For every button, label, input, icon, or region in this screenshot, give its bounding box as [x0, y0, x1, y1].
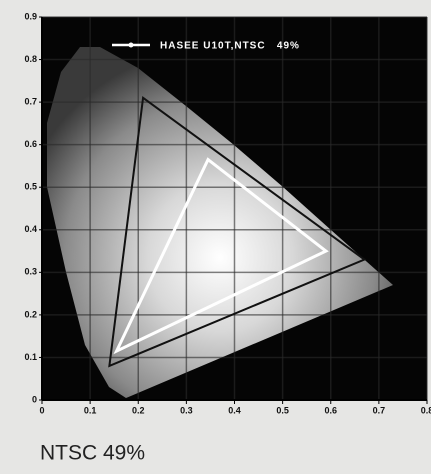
y-tick-label: 0 — [32, 394, 37, 404]
y-tick-label: 0.9 — [24, 11, 37, 21]
gamut-triangle — [113, 157, 329, 355]
x-tick-label: 0.4 — [228, 405, 241, 415]
y-tick-label: 0.6 — [24, 139, 37, 149]
y-tick-label: 0.4 — [24, 224, 37, 234]
x-tick-label: 0.8 — [421, 405, 431, 415]
x-tick-label: 0.6 — [324, 405, 337, 415]
y-tick-label: 0.2 — [24, 309, 37, 319]
legend-label: HASEE U10T,NTSC 49% — [160, 41, 300, 52]
spectral-locus — [47, 47, 393, 398]
x-tick-label: 0.1 — [84, 405, 97, 415]
legend-marker — [128, 42, 134, 48]
x-tick-label: 0.3 — [180, 405, 193, 415]
y-tick-label: 0.8 — [24, 54, 37, 64]
y-tick-label: 0.1 — [24, 352, 37, 362]
y-tick-label: 0.7 — [24, 96, 37, 106]
y-tick-label: 0.3 — [24, 267, 37, 277]
y-tick-label: 0.5 — [24, 182, 37, 192]
x-tick-label: 0.2 — [132, 405, 145, 415]
marks — [108, 96, 367, 368]
x-tick-label: 0 — [39, 405, 44, 415]
x-tick-label: 0.7 — [373, 405, 386, 415]
gamut-triangle — [108, 96, 367, 368]
caption: NTSC 49% — [40, 442, 145, 465]
x-tick-label: 0.5 — [276, 405, 289, 415]
